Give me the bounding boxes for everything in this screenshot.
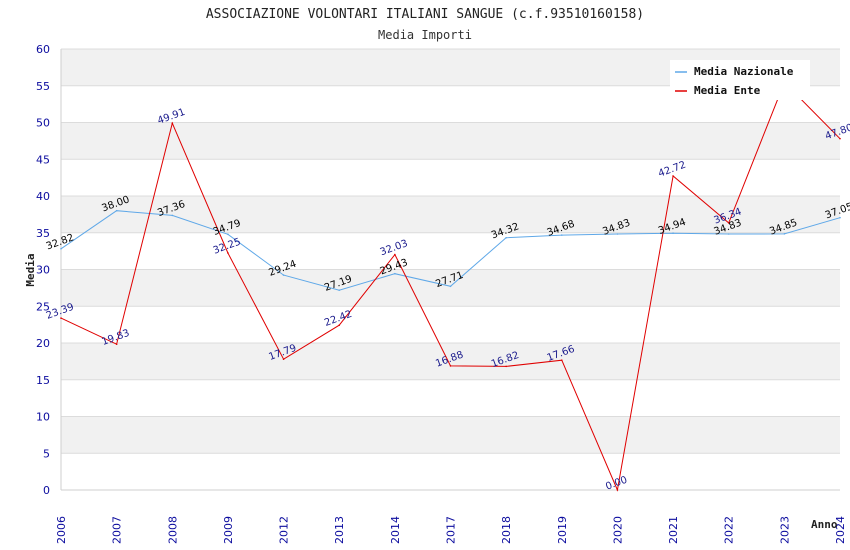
data-point <box>727 222 730 224</box>
band <box>61 122 840 160</box>
band <box>61 379 840 417</box>
data-point <box>505 365 507 368</box>
data-point <box>727 233 730 235</box>
data-point <box>394 272 396 275</box>
legend-box <box>670 60 810 100</box>
data-point <box>783 233 786 235</box>
band <box>61 416 840 454</box>
x-tick-label: 2008 <box>166 516 179 544</box>
data-point <box>839 137 841 140</box>
y-axis-title: Media <box>24 253 37 286</box>
x-tick-label: 2007 <box>111 516 124 544</box>
band <box>61 453 840 490</box>
y-tick-label: 40 <box>36 190 50 203</box>
y-tick-label: 20 <box>36 337 50 350</box>
y-tick-label: 15 <box>36 374 50 387</box>
data-point <box>115 343 118 346</box>
data-point <box>394 253 396 256</box>
data-point <box>616 489 619 491</box>
data-point <box>115 209 118 212</box>
legend-label-media-nazionale: Media Nazionale <box>694 65 794 78</box>
data-point <box>672 175 674 177</box>
y-tick-label: 5 <box>43 447 50 460</box>
y-tick-label: 45 <box>36 153 50 166</box>
data-point <box>338 289 341 291</box>
band <box>61 306 840 343</box>
y-tick-label: 55 <box>36 80 50 93</box>
y-axis: 0 5 10 15 20 25 30 35 40 45 50 55 60 <box>36 43 50 497</box>
y-tick-label: 50 <box>36 117 50 130</box>
data-point <box>60 317 62 319</box>
x-tick-label: 2017 <box>445 516 458 544</box>
data-point <box>505 236 507 239</box>
x-tick-label: 2023 <box>778 516 791 544</box>
x-tick-label: 2019 <box>556 516 569 544</box>
x-tick-label: 2014 <box>389 516 402 544</box>
x-tick-label: 2020 <box>611 516 624 544</box>
data-point <box>227 233 229 236</box>
data-point <box>449 365 452 367</box>
data-point <box>282 358 285 361</box>
data-point <box>449 285 452 288</box>
y-tick-label: 30 <box>36 264 50 277</box>
data-point <box>171 214 174 217</box>
x-tick-label: 2024 <box>834 516 847 544</box>
band <box>61 196 840 233</box>
x-tick-label: 2022 <box>723 516 736 544</box>
x-tick-label: 2012 <box>278 516 291 544</box>
y-tick-label: 0 <box>43 484 50 497</box>
plot-background <box>60 48 840 491</box>
x-tick-label: 2021 <box>667 516 680 544</box>
data-point <box>839 216 841 219</box>
band <box>61 232 840 270</box>
data-point <box>227 252 229 254</box>
x-tick-label: 2009 <box>222 516 235 544</box>
y-tick-label: 25 <box>36 300 50 313</box>
chart-subtitle: Media Importi <box>378 28 472 42</box>
legend: Media Nazionale Media Ente <box>670 60 810 100</box>
data-point <box>282 274 285 276</box>
chart-title: ASSOCIAZIONE VOLONTARI ITALIANI SANGUE (… <box>206 7 644 22</box>
data-point <box>672 232 674 234</box>
x-axis: 2006 2007 2008 2009 2012 2013 2014 2017 2018 2019… <box>55 516 847 544</box>
x-tick-label: 2013 <box>333 516 346 544</box>
data-point <box>560 359 563 361</box>
data-point <box>560 234 563 236</box>
y-tick-label: 10 <box>36 411 50 424</box>
band <box>61 159 840 196</box>
data-point <box>171 122 174 124</box>
band <box>61 269 840 307</box>
legend-label-media-ente: Media Ente <box>694 84 761 97</box>
x-tick-label: 2006 <box>55 516 68 544</box>
data-point <box>60 247 62 250</box>
y-tick-label: 60 <box>36 43 50 56</box>
x-axis-title: Anno <box>811 518 838 531</box>
band <box>61 343 840 380</box>
data-point <box>616 233 619 235</box>
y-tick-label: 35 <box>36 227 50 240</box>
x-tick-label: 2018 <box>500 516 513 544</box>
data-point <box>338 324 341 327</box>
